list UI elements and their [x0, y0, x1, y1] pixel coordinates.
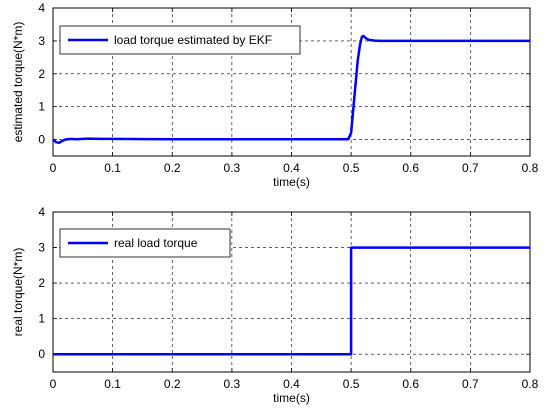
- y-tick-label: 2: [38, 276, 45, 290]
- x-tick-label: 0.3: [224, 377, 241, 391]
- x-tick-label: 0.6: [402, 377, 419, 391]
- y-tick-label: 4: [38, 205, 45, 219]
- y-tick-label: 3: [38, 34, 45, 48]
- axes-frame: [52, 7, 531, 157]
- legend-label: real load torque: [114, 236, 198, 250]
- series-line: [52, 34, 530, 145]
- x-tick-label: 0: [50, 377, 57, 391]
- x-tick-label: 0.7: [462, 377, 479, 391]
- y-tick-label: 1: [38, 312, 45, 326]
- x-tick-label: 0.5: [343, 161, 360, 175]
- legend-label: load torque estimated by EKF: [114, 33, 272, 47]
- x-tick-label: 0.6: [402, 161, 419, 175]
- x-tick-label: 0: [50, 161, 57, 175]
- x-tick-label: 0.8: [522, 161, 539, 175]
- x-tick-label: 0.4: [283, 377, 300, 391]
- x-tick-label: 0.3: [224, 161, 241, 175]
- x-axis-label: time(s): [273, 175, 310, 189]
- series-line: [53, 246, 530, 356]
- y-tick-label: 1: [38, 100, 45, 114]
- y-tick-label: 3: [38, 241, 45, 255]
- y-axis-label: real torque(N*m): [11, 248, 25, 337]
- y-tick-label: 0: [38, 347, 45, 361]
- y-axis-label: estimated torque(N*m): [11, 22, 25, 143]
- x-tick-label: 0.5: [343, 377, 360, 391]
- x-tick-label: 0.1: [104, 377, 121, 391]
- bottom-plot: 0 0.1 0.2 0.3 0.4 0.5 0.6 0.7 0.8 0 1 2 3 4 time(s) rea…: [11, 205, 539, 405]
- top-plot: 0 0.1 0.2 0.3 0.4 0.5 0.6 0.7 0.8 0 1 2 3 4 time(s) est…: [11, 1, 539, 189]
- x-tick-label: 0.8: [522, 377, 539, 391]
- y-tick-label: 4: [38, 1, 45, 15]
- x-tick-label: 0.2: [164, 377, 181, 391]
- x-tick-label: 0.4: [283, 161, 300, 175]
- y-tick-label: 2: [38, 67, 45, 81]
- y-tick-label: 0: [38, 133, 45, 147]
- x-tick-label: 0.2: [164, 161, 181, 175]
- x-tick-label: 0.7: [462, 161, 479, 175]
- x-tick-label: 0.1: [104, 161, 121, 175]
- x-axis-label: time(s): [273, 391, 310, 405]
- axes-frame: [52, 211, 531, 373]
